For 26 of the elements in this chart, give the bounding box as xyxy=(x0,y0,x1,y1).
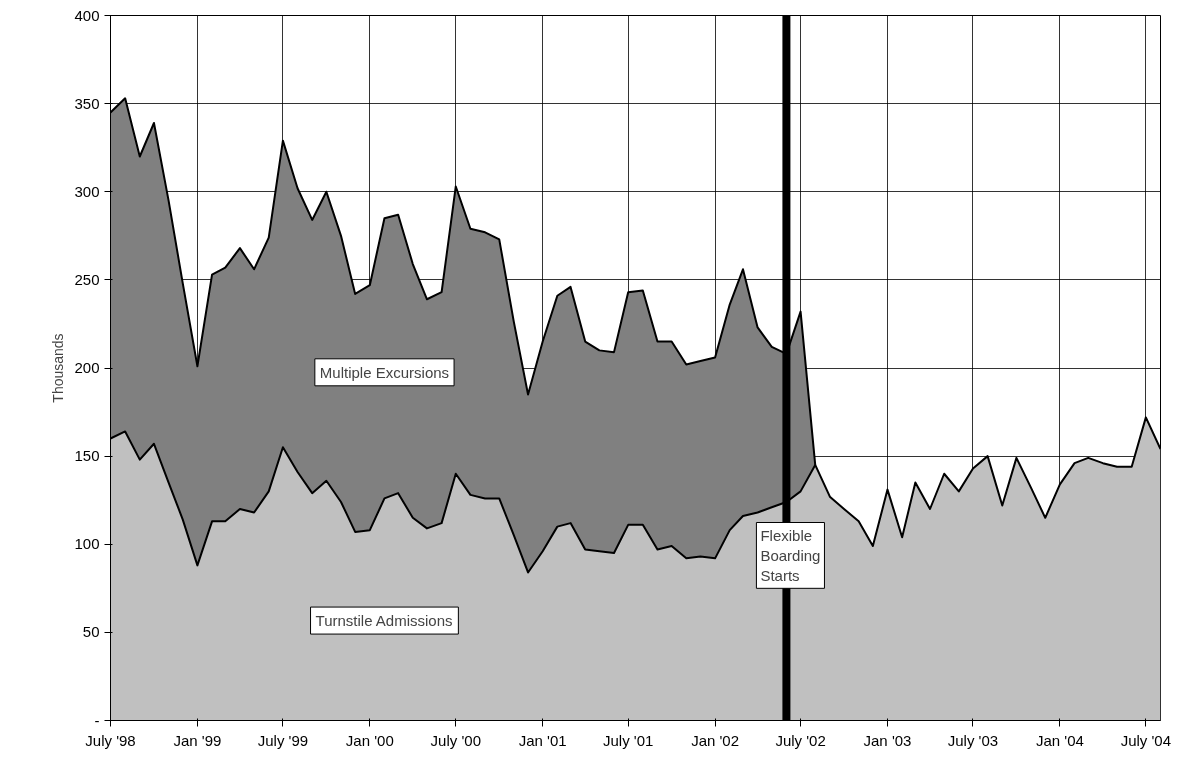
x-tick-label: July '99 xyxy=(257,731,309,749)
x-tick-label: July '01 xyxy=(602,731,654,749)
y-tick-label: 100 xyxy=(74,535,100,553)
x-tick-label: July '02 xyxy=(775,731,826,749)
x-tick-label: Jan '02 xyxy=(691,731,740,749)
y-tick-label: 200 xyxy=(74,359,100,376)
x-tick-label: Jan '04 xyxy=(1035,731,1084,749)
ref-line-label: Flexible Boarding Starts xyxy=(760,526,821,585)
x-tick-label: Jan '00 xyxy=(345,731,394,749)
y-tick-label: - xyxy=(94,711,100,729)
x-tick-label: Jan '03 xyxy=(863,731,912,749)
y-tick-label: 50 xyxy=(82,623,100,641)
series-label: Turnstile Admissions xyxy=(315,612,453,630)
y-tick-label: 300 xyxy=(74,182,100,200)
y-tick-label: 350 xyxy=(74,94,100,112)
y-tick-label: 150 xyxy=(74,447,100,465)
y-tick-label: 250 xyxy=(74,270,100,288)
y-tick-label: 400 xyxy=(74,6,100,24)
y-axis-title: Thousands xyxy=(50,333,67,403)
x-tick-label: Jan '99 xyxy=(173,731,222,749)
x-tick-label: July '04 xyxy=(1120,731,1172,749)
x-tick-label: July '00 xyxy=(430,731,481,749)
x-tick-label: July '98 xyxy=(85,731,136,749)
x-tick-label: July '03 xyxy=(947,731,999,749)
x-tick-label: Jan '01 xyxy=(518,731,567,749)
series-label: Multiple Excursions xyxy=(319,363,450,381)
